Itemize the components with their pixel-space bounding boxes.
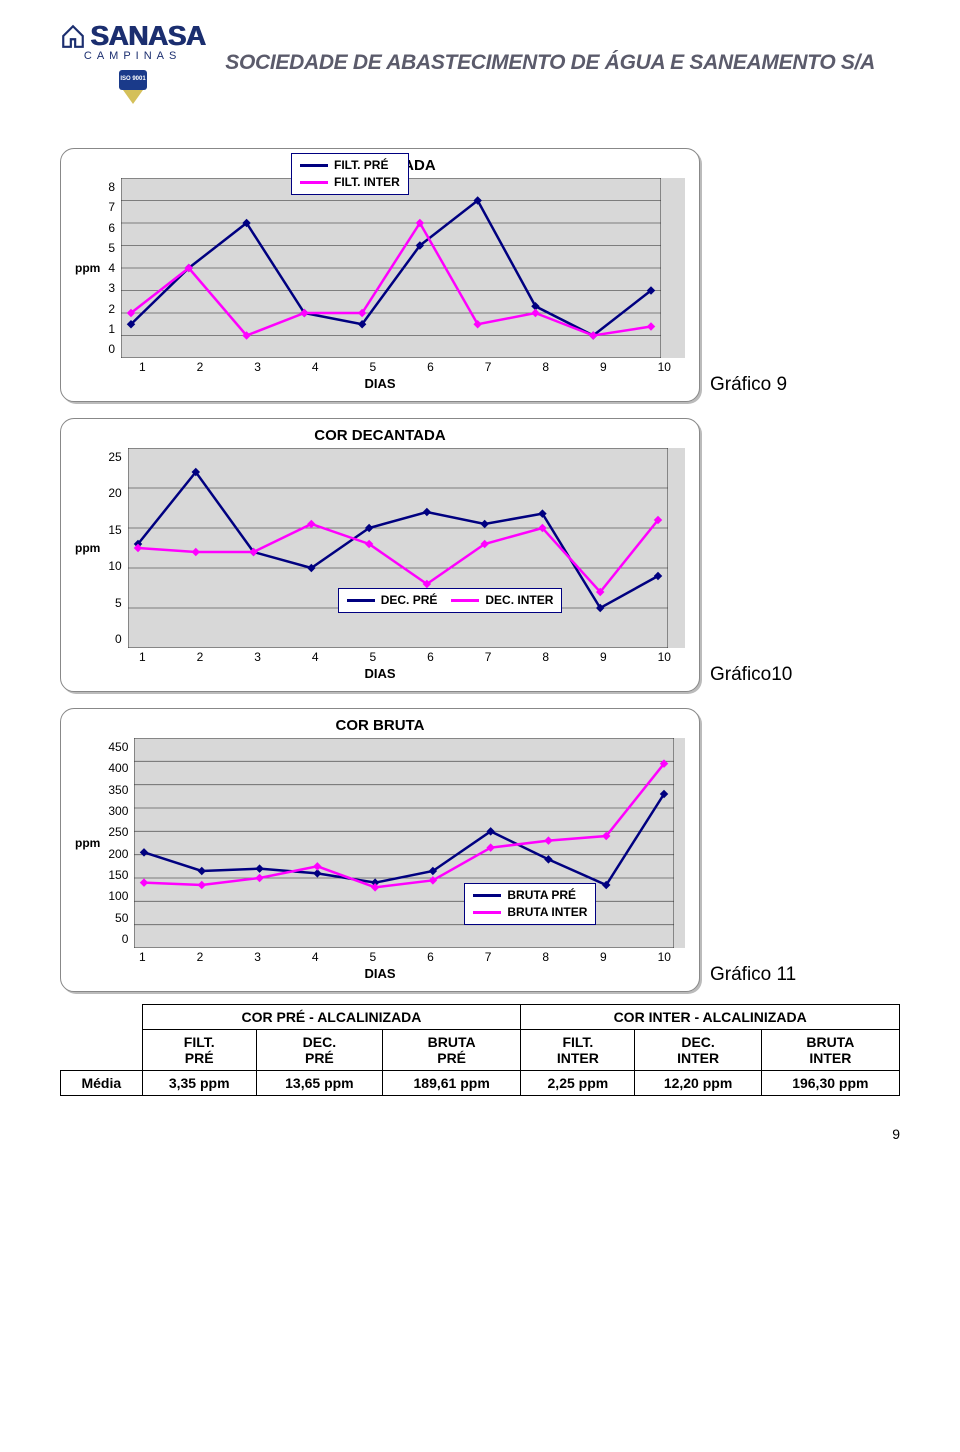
page-number: 9: [60, 1126, 900, 1142]
table-col-3: BRUTAPRÉ: [383, 1030, 521, 1071]
table-col-5: DEC.INTER: [635, 1030, 761, 1071]
chart2-xlabels: 12345678910: [135, 648, 675, 664]
chart3-title: COR BRUTA: [75, 717, 685, 734]
table-col-1: FILT.PRÉ: [142, 1030, 256, 1071]
chart1-xtitle: DIAS: [75, 376, 685, 391]
table-cell-5: 196,30 ppm: [761, 1071, 899, 1096]
chart2-xtitle: DIAS: [75, 666, 685, 681]
table-cell-1: 13,65 ppm: [256, 1071, 382, 1096]
table-col-6: BRUTAINTER: [761, 1030, 899, 1071]
logo-block: SANASA CAMPINAS ISO 9001: [60, 20, 205, 106]
chart1-yunit: ppm: [75, 178, 102, 358]
chart2-yunit: ppm: [75, 448, 102, 648]
chart1-legend: FILT. PRÉFILT. INTER: [291, 153, 409, 195]
org-title: SOCIEDADE DE ABASTECIMENTO DE ÁGUA E SAN…: [225, 51, 900, 75]
chart1-xlabels: 12345678910: [135, 358, 675, 374]
chart2-title: COR DECANTADA: [75, 427, 685, 444]
table-col-2: DEC.PRÉ: [256, 1030, 382, 1071]
chart1-caption: Gráfico 9: [710, 374, 787, 406]
chart2-caption: Gráfico10: [710, 664, 792, 696]
summary-table: COR PRÉ - ALCALINIZADA COR INTER - ALCAL…: [60, 1004, 900, 1096]
chart3-caption: Gráfico 11: [710, 964, 796, 996]
table-col-4: FILT.INTER: [521, 1030, 635, 1071]
table-col-0: [61, 1030, 143, 1071]
chart-cor-filtrada: COR FILTRADA FILT. PRÉFILT. INTER ppm 87…: [60, 148, 700, 402]
table-cell-2: 189,61 ppm: [383, 1071, 521, 1096]
logo-subtitle: CAMPINAS: [84, 50, 181, 62]
iso-badge-icon: ISO 9001: [117, 66, 149, 106]
chart1-plot: [121, 178, 685, 358]
table-cell-3: 2,25 ppm: [521, 1071, 635, 1096]
svg-text:ISO 9001: ISO 9001: [120, 76, 146, 82]
chart2-ylabels: 2520151050: [108, 448, 121, 648]
table-group2: COR INTER - ALCALINIZADA: [521, 1005, 900, 1030]
chart3-plot: BRUTA PRÉBRUTA INTER: [134, 738, 685, 948]
house-icon: [60, 23, 86, 49]
chart2-plot: DEC. PRÉDEC. INTER: [128, 448, 685, 648]
chart-cor-bruta: COR BRUTA ppm 45040035030025020015010050…: [60, 708, 700, 992]
chart3-xtitle: DIAS: [75, 966, 685, 981]
chart2-legend: DEC. PRÉDEC. INTER: [338, 588, 563, 613]
chart3-ylabels: 450400350300250200150100500: [108, 738, 128, 948]
table-cell-4: 12,20 ppm: [635, 1071, 761, 1096]
chart3-legend: BRUTA PRÉBRUTA INTER: [464, 883, 596, 925]
table-cell-0: 3,35 ppm: [142, 1071, 256, 1096]
chart3-yunit: ppm: [75, 738, 102, 948]
table-group1: COR PRÉ - ALCALINIZADA: [142, 1005, 521, 1030]
page-header: SANASA CAMPINAS ISO 9001 SOCIEDADE DE AB…: [60, 20, 900, 106]
chart1-ylabels: 876543210: [108, 178, 115, 358]
chart-cor-decantada: COR DECANTADA ppm 2520151050 DEC. PRÉDEC…: [60, 418, 700, 692]
table-row-label: Média: [61, 1071, 143, 1096]
logo-text: SANASA: [90, 20, 205, 52]
chart3-xlabels: 12345678910: [135, 948, 675, 964]
